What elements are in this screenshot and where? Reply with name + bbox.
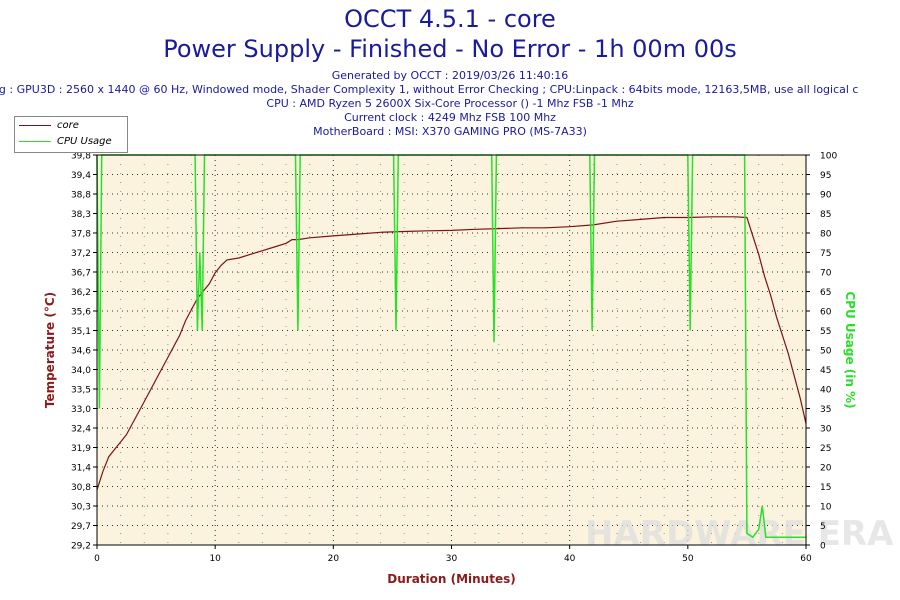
y-tick-label-right: 50 [820,347,832,357]
y-tick-label-right: 0 [820,542,826,552]
x-tick-label: 20 [328,554,340,564]
y-tick-label-right: 100 [820,152,837,162]
config-info: fig : GPU3D : 2560 x 1440 @ 60 Hz, Windo… [0,83,859,96]
y-tick-label-right: 60 [820,308,832,318]
y-tick-label-left: 38,8 [71,191,91,201]
y-tick-label-left: 39,8 [71,152,91,162]
y-tick-label-right: 15 [820,483,831,493]
grid [97,155,806,545]
y-tick-label-left: 31,9 [71,444,91,454]
legend-label-core: core [57,119,79,131]
axes: 29,2 29,7 30,3 30,8 31,4 31,9 32,4 33,0 33,5 34,0… [71,152,837,565]
y-tick-label-left: 33,0 [71,405,91,415]
series-line-core [96,216,807,490]
y-tick-label-right: 25 [820,444,831,454]
motherboard-info: MotherBoard : MSI: X370 GAMING PRO (MS-7… [313,125,587,138]
y-tick-label-left: 39,4 [71,171,91,181]
x-tick-label: 0 [94,554,100,564]
y-axis-label-right: CPU Usage (in %) [843,291,857,408]
legend-item-core: core [15,117,127,133]
x-axis-label: Duration (Minutes) [387,572,515,586]
y-tick-label-right: 40 [820,386,832,396]
x-tick-label: 10 [209,554,221,564]
y-tick-label-left: 34,6 [71,347,91,357]
y-tick-label-right: 65 [820,288,831,298]
chart-subtitle: Power Supply - Finished - No Error - 1h … [163,35,737,63]
legend-label-cpu-usage: CPU Usage [57,135,112,147]
x-tick-label: 50 [682,554,694,564]
y-tick-label-right: 95 [820,171,831,181]
y-tick-label-left: 29,2 [71,542,91,552]
y-tick-label-left: 35,1 [71,327,91,337]
y-tick-label-left: 30,3 [71,503,91,513]
y-tick-label-right: 55 [820,327,831,337]
y-tick-label-left: 30,8 [71,483,91,493]
y-tick-label-right: 10 [820,503,832,513]
legend-swatch-core [19,124,51,126]
y-tick-label-right: 20 [820,464,832,474]
x-tick-label: 60 [800,554,812,564]
y-tick-label-right: 70 [820,269,832,279]
watermark-text: HARDWARE ERA [585,514,894,554]
y-tick-label-left: 33,5 [71,386,91,396]
y-tick-label-right: 90 [820,191,832,201]
y-axis-label-left: Temperature (°C) [43,292,57,408]
y-tick-label-left: 29,7 [71,522,91,532]
y-tick-label-left: 37,2 [71,249,91,259]
y-tick-label-right: 45 [820,366,831,376]
y-tick-label-right: 85 [820,210,831,220]
generated-info: Generated by OCCT : 2019/03/26 11:40:16 [331,69,569,82]
x-tick-label: 40 [564,554,576,564]
x-tick-label: 30 [446,554,458,564]
legend: core CPU Usage [14,116,128,153]
y-tick-label-left: 31,4 [71,464,91,474]
y-tick-label-left: 32,4 [71,425,91,435]
y-tick-label-left: 36,7 [71,269,91,279]
clock-info: Current clock : 4249 Mhz FSB 100 Mhz [344,111,556,124]
y-tick-label-right: 80 [820,230,832,240]
y-tick-label-left: 36,2 [71,288,91,298]
y-tick-label-right: 75 [820,249,831,259]
legend-swatch-cpu-usage [19,140,51,142]
y-tick-label-left: 37,8 [71,230,91,240]
y-tick-label-left: 35,6 [71,308,91,318]
legend-item-cpu-usage: CPU Usage [15,133,127,149]
y-tick-label-left: 34,0 [71,366,91,376]
chart-title: OCCT 4.5.1 - core [344,5,556,33]
y-tick-label-right: 35 [820,405,831,415]
y-tick-label-right: 30 [820,425,832,435]
y-tick-label-right: 5 [820,522,826,532]
cpu-info: CPU : AMD Ryzen 5 2600X Six-Core Process… [266,97,634,110]
y-tick-label-left: 38,3 [71,210,91,220]
